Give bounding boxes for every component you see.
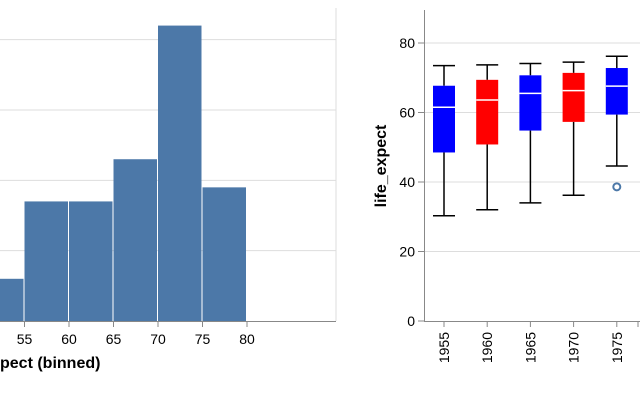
histogram-bar [0,278,24,321]
box-y-tick-label: 40 [399,174,415,190]
hist-x-tick-label: 70 [150,331,166,347]
hist-x-tick-label: 65 [106,331,122,347]
box-x-tick-label: 1965 [522,332,538,363]
histogram-bar [69,201,113,321]
hist-x-tick-label: 80 [239,331,255,347]
hist-x-axis-title: pect (binned) [0,355,100,372]
box-outlier [612,182,622,192]
boxplot-chart: 0 20 40 60 80 life_expect 1955 1960 1965 1970 1975 [373,10,640,363]
box-iqr [433,85,455,153]
box-y-axis-title: life_expect [373,124,390,207]
box-y-tick-label: 20 [399,244,415,260]
histogram-chart: 55 60 65 70 75 80 pect (binned) [0,8,337,372]
box-y-tick-label: 80 [399,35,415,51]
box-y-tick-label: 0 [407,313,415,329]
box-y-tick-label: 60 [399,105,415,121]
histogram-bar [24,201,68,321]
box-iqr [519,75,542,131]
box-iqr [476,79,499,145]
box-iqr [562,72,585,122]
box-x-tick-label: 1975 [609,332,625,363]
histogram-bar [202,187,246,321]
box-x-tick-label: 1960 [479,332,495,363]
histogram-bar [113,159,157,321]
hist-x-tick-label: 75 [195,331,211,347]
box-x-tick-label: 1970 [566,332,582,363]
box-iqr [605,68,628,115]
hist-x-tick-label: 60 [61,331,77,347]
box-x-tick-label: 1955 [436,332,452,363]
hist-x-tick-label: 55 [17,331,33,347]
histogram-bar [158,25,202,322]
